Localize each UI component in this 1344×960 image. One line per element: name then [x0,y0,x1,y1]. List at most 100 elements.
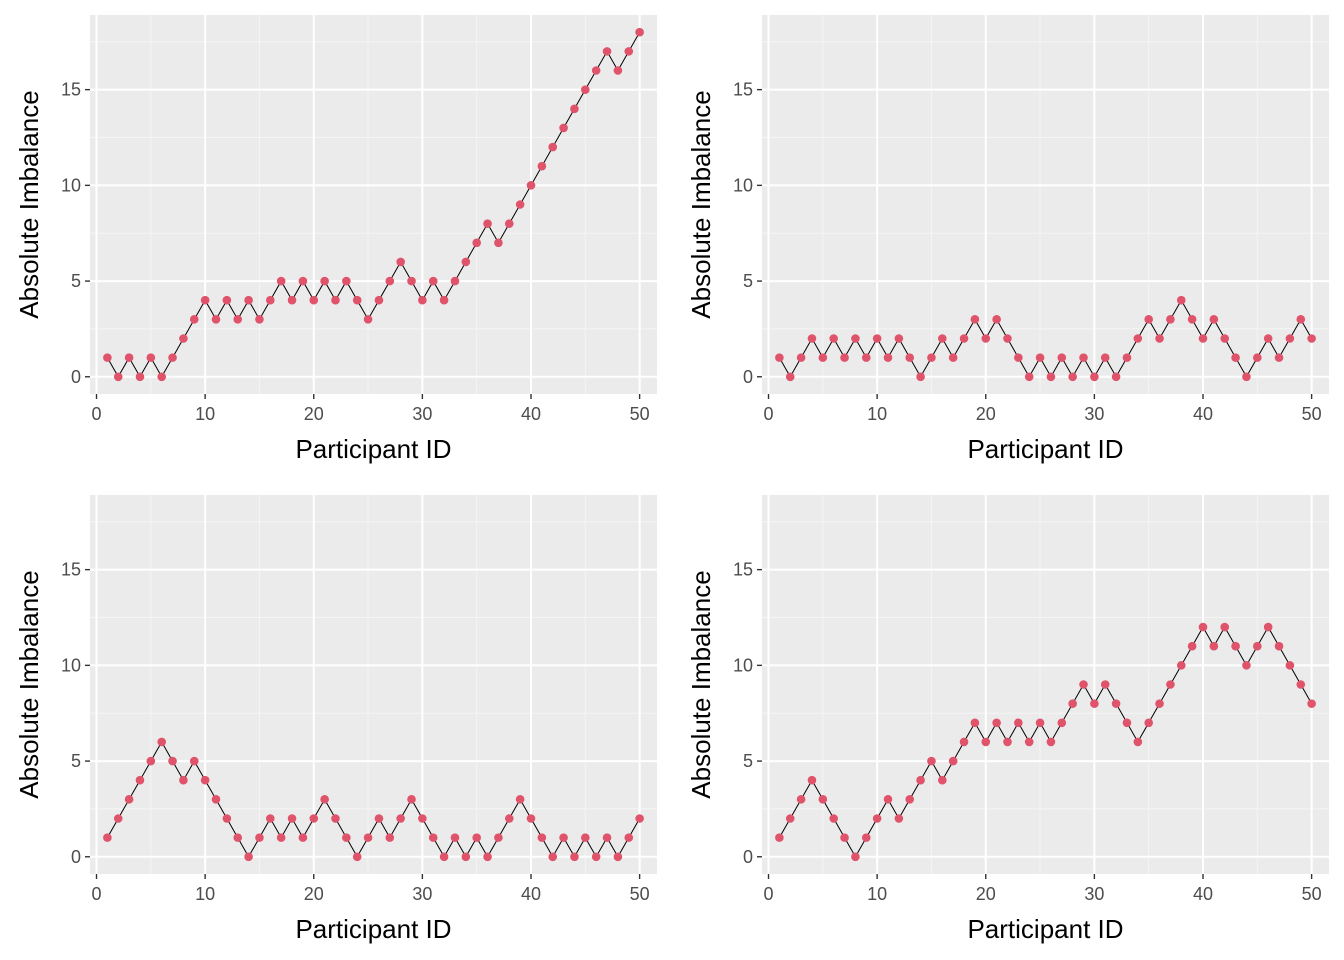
data-point [103,353,112,362]
data-point [135,372,145,382]
data-point [1133,334,1143,343]
data-point [526,814,536,823]
data-point [472,833,481,842]
data-point [472,238,481,248]
x-axis-title: Participant ID [967,434,1123,464]
data-point [1285,334,1295,343]
data-point [407,276,416,286]
data-point [526,181,536,190]
data-point [396,814,405,823]
x-tick-label: 20 [304,404,324,424]
x-tick-label: 10 [867,884,887,904]
data-point [1220,334,1230,343]
y-tick-label: 5 [71,751,81,771]
data-point [1057,353,1067,362]
data-point [233,833,243,842]
data-point [1307,699,1316,708]
data-point [948,353,958,362]
x-tick-label: 0 [764,404,774,424]
data-point [266,295,275,305]
data-point [829,334,838,343]
data-point [1014,353,1023,362]
data-point [320,795,329,804]
data-point [298,833,308,842]
data-point [418,814,427,823]
data-point [829,814,838,823]
data-point [342,833,351,842]
data-point [905,795,915,804]
data-point [548,142,558,152]
data-point [796,353,806,362]
data-point [385,276,395,286]
data-point [363,315,373,324]
x-tick-label: 20 [976,404,996,424]
data-point [157,372,166,382]
data-point [1307,334,1316,343]
x-tick-label: 50 [1302,884,1322,904]
x-tick-label: 40 [521,884,541,904]
data-point [168,353,177,362]
data-point [1100,353,1110,362]
data-point [135,775,145,785]
data-point [570,852,579,862]
data-point [635,814,644,823]
data-point [861,353,871,362]
data-point [581,833,590,842]
y-tick-label: 0 [743,847,753,867]
data-point [1198,334,1208,343]
data-point [840,353,849,362]
data-point [124,795,134,804]
data-point [276,833,286,842]
data-point [1187,315,1197,324]
data-point [244,852,253,862]
data-point [146,353,156,362]
data-point [1014,718,1023,728]
data-point [818,795,828,804]
x-tick-label: 30 [412,884,432,904]
chart-panel-1: 0 10 20 30 40 50 0 5 10 15 Participant ID Absolute … [14,15,657,464]
data-point [1122,718,1132,728]
data-point [1166,680,1175,689]
x-axis-title: Participant ID [967,914,1123,944]
data-point [1090,699,1099,708]
data-point [818,353,828,362]
data-point [1176,661,1186,670]
data-point [461,257,471,267]
y-tick-label: 15 [733,560,753,580]
x-tick-label: 30 [412,404,432,424]
data-point [1242,661,1251,670]
data-point [189,315,199,324]
y-tick-label: 10 [61,655,81,675]
data-point [559,123,568,133]
data-point [1253,353,1262,362]
y-axis-title: Absolute Imbalance [686,570,716,798]
data-point [1198,622,1208,632]
data-point [1133,737,1143,747]
data-point [1296,680,1306,689]
data-point [320,276,329,286]
data-point [244,295,253,305]
y-tick-label: 10 [61,175,81,195]
data-point [309,295,319,305]
data-point [1035,718,1045,728]
data-point [1144,315,1153,324]
data-point [1253,641,1262,651]
data-point [113,372,123,382]
data-point [894,334,904,343]
data-point [418,295,427,305]
data-point [222,814,232,823]
data-point [200,295,210,305]
data-point [146,756,156,766]
panel-background [762,15,1329,394]
data-point [1090,372,1099,382]
data-point [515,200,525,209]
data-point [1155,699,1164,708]
data-point [189,756,199,766]
x-tick-label: 50 [1302,404,1322,424]
data-point [851,334,860,343]
data-point [635,27,644,37]
y-tick-label: 15 [61,80,81,100]
data-point [1024,372,1034,382]
data-point [1209,315,1219,324]
